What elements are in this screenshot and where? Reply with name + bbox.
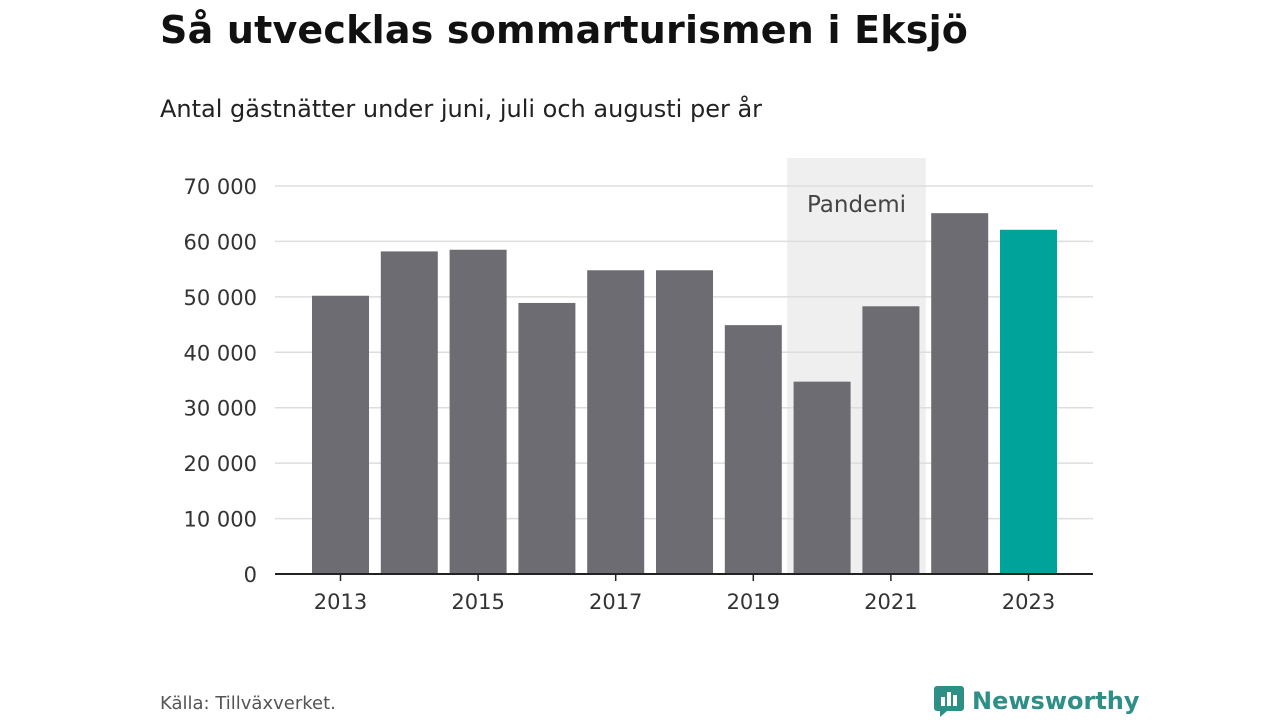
- y-tick-label: 40 000: [184, 341, 257, 365]
- pandemic-label: Pandemi: [807, 192, 906, 218]
- x-tick-label: 2019: [727, 590, 780, 614]
- x-tick-label: 2013: [314, 590, 367, 614]
- chart-subtitle: Antal gästnätter under juni, juli och au…: [160, 95, 763, 123]
- bar-2021: [862, 306, 920, 574]
- brand-name: Newsworthy: [972, 687, 1140, 715]
- x-tick-label: 2023: [1002, 590, 1055, 614]
- bar-2018: [656, 270, 713, 574]
- bar-2022: [931, 213, 989, 574]
- y-tick-label: 10 000: [184, 508, 257, 532]
- x-tick-label: 2017: [589, 590, 642, 614]
- y-tick-label: 0: [244, 563, 257, 587]
- y-tick-label: 30 000: [184, 397, 257, 421]
- newsworthy-icon: [934, 686, 964, 717]
- y-tick-label: 70 000: [184, 175, 257, 199]
- brand-logo: Newsworthy: [934, 684, 1140, 718]
- bar-2015: [449, 249, 507, 574]
- bar-2017: [587, 270, 645, 574]
- x-tick-label: 2021: [864, 590, 917, 614]
- bar-2016: [518, 302, 576, 574]
- y-tick-label: 50 000: [184, 286, 257, 310]
- y-tick-label: 20 000: [184, 452, 257, 476]
- bar-2023: [1000, 229, 1057, 574]
- bar-2013: [312, 295, 369, 574]
- chart-title: Så utvecklas sommarturismen i Eksjö: [160, 8, 969, 52]
- x-tick-label: 2015: [451, 590, 504, 614]
- bar-2019: [724, 325, 782, 574]
- bar-2020: [793, 381, 851, 574]
- y-tick-label: 60 000: [184, 230, 257, 254]
- source-note: Källa: Tillväxverket.: [160, 693, 336, 714]
- bar-2014: [380, 251, 438, 575]
